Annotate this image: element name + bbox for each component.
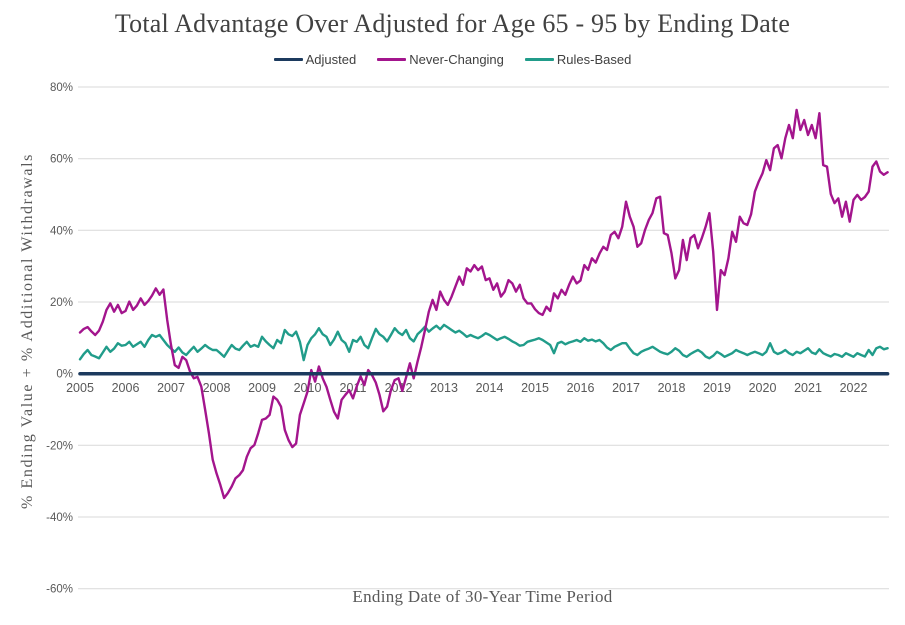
y-tick-label: -20% — [46, 440, 73, 452]
series-line-rules-based — [78, 323, 889, 362]
x-tick-label: 2014 — [476, 381, 504, 395]
x-tick-label: 2013 — [430, 381, 458, 395]
x-tick-label: 2008 — [203, 381, 231, 395]
x-tick-label: 2016 — [567, 381, 595, 395]
y-tick-label: 60% — [50, 154, 73, 166]
y-tick-label: 20% — [50, 297, 73, 309]
x-tick-label: 2021 — [794, 381, 822, 395]
y-axis-title: % Ending Value + % Additional Withdrawal… — [19, 152, 36, 510]
legend-item-adjusted: Adjusted — [273, 52, 357, 67]
legend-line-swatch-adjusted — [273, 58, 303, 61]
y-tick-label: 0% — [56, 369, 73, 381]
x-tick-label: 2007 — [157, 381, 185, 395]
x-tick-label: 2012 — [385, 381, 413, 395]
x-tick-label: 2018 — [658, 381, 686, 395]
x-tick-label: 2020 — [749, 381, 777, 395]
legend-label-rules-based: Rules-Based — [556, 52, 632, 67]
x-tick-label: 2005 — [66, 381, 94, 395]
y-tick-label: 40% — [50, 225, 73, 237]
legend-label-never-changing: Never-Changing — [409, 52, 504, 67]
x-tick-label: 2011 — [340, 381, 367, 395]
x-tick-label: 2019 — [703, 381, 731, 395]
y-tick-label: -40% — [46, 512, 73, 524]
series-line-never-changing — [78, 108, 889, 500]
legend-line-swatch-rules-based — [524, 58, 554, 61]
x-tick-label: 2017 — [612, 381, 640, 395]
y-tick-label: -60% — [46, 584, 73, 596]
x-tick-label: 2022 — [840, 381, 868, 395]
x-tick-label: 2009 — [248, 381, 276, 395]
legend: Adjusted Never-Changing Rules-Based — [0, 52, 905, 67]
x-tick-label: 2006 — [112, 381, 140, 395]
y-tick-label: 80% — [50, 82, 73, 94]
chart-title: Total Advantage Over Adjusted for Age 65… — [114, 9, 791, 38]
legend-label-adjusted: Adjusted — [305, 52, 357, 67]
legend-line-swatch-never-changing — [377, 58, 407, 61]
legend-item-never-changing: Never-Changing — [377, 52, 504, 67]
legend-item-rules-based: Rules-Based — [524, 52, 632, 67]
x-axis-title: Ending Date of 30-Year Time Period — [352, 587, 613, 606]
x-tick-label: 2015 — [521, 381, 549, 395]
